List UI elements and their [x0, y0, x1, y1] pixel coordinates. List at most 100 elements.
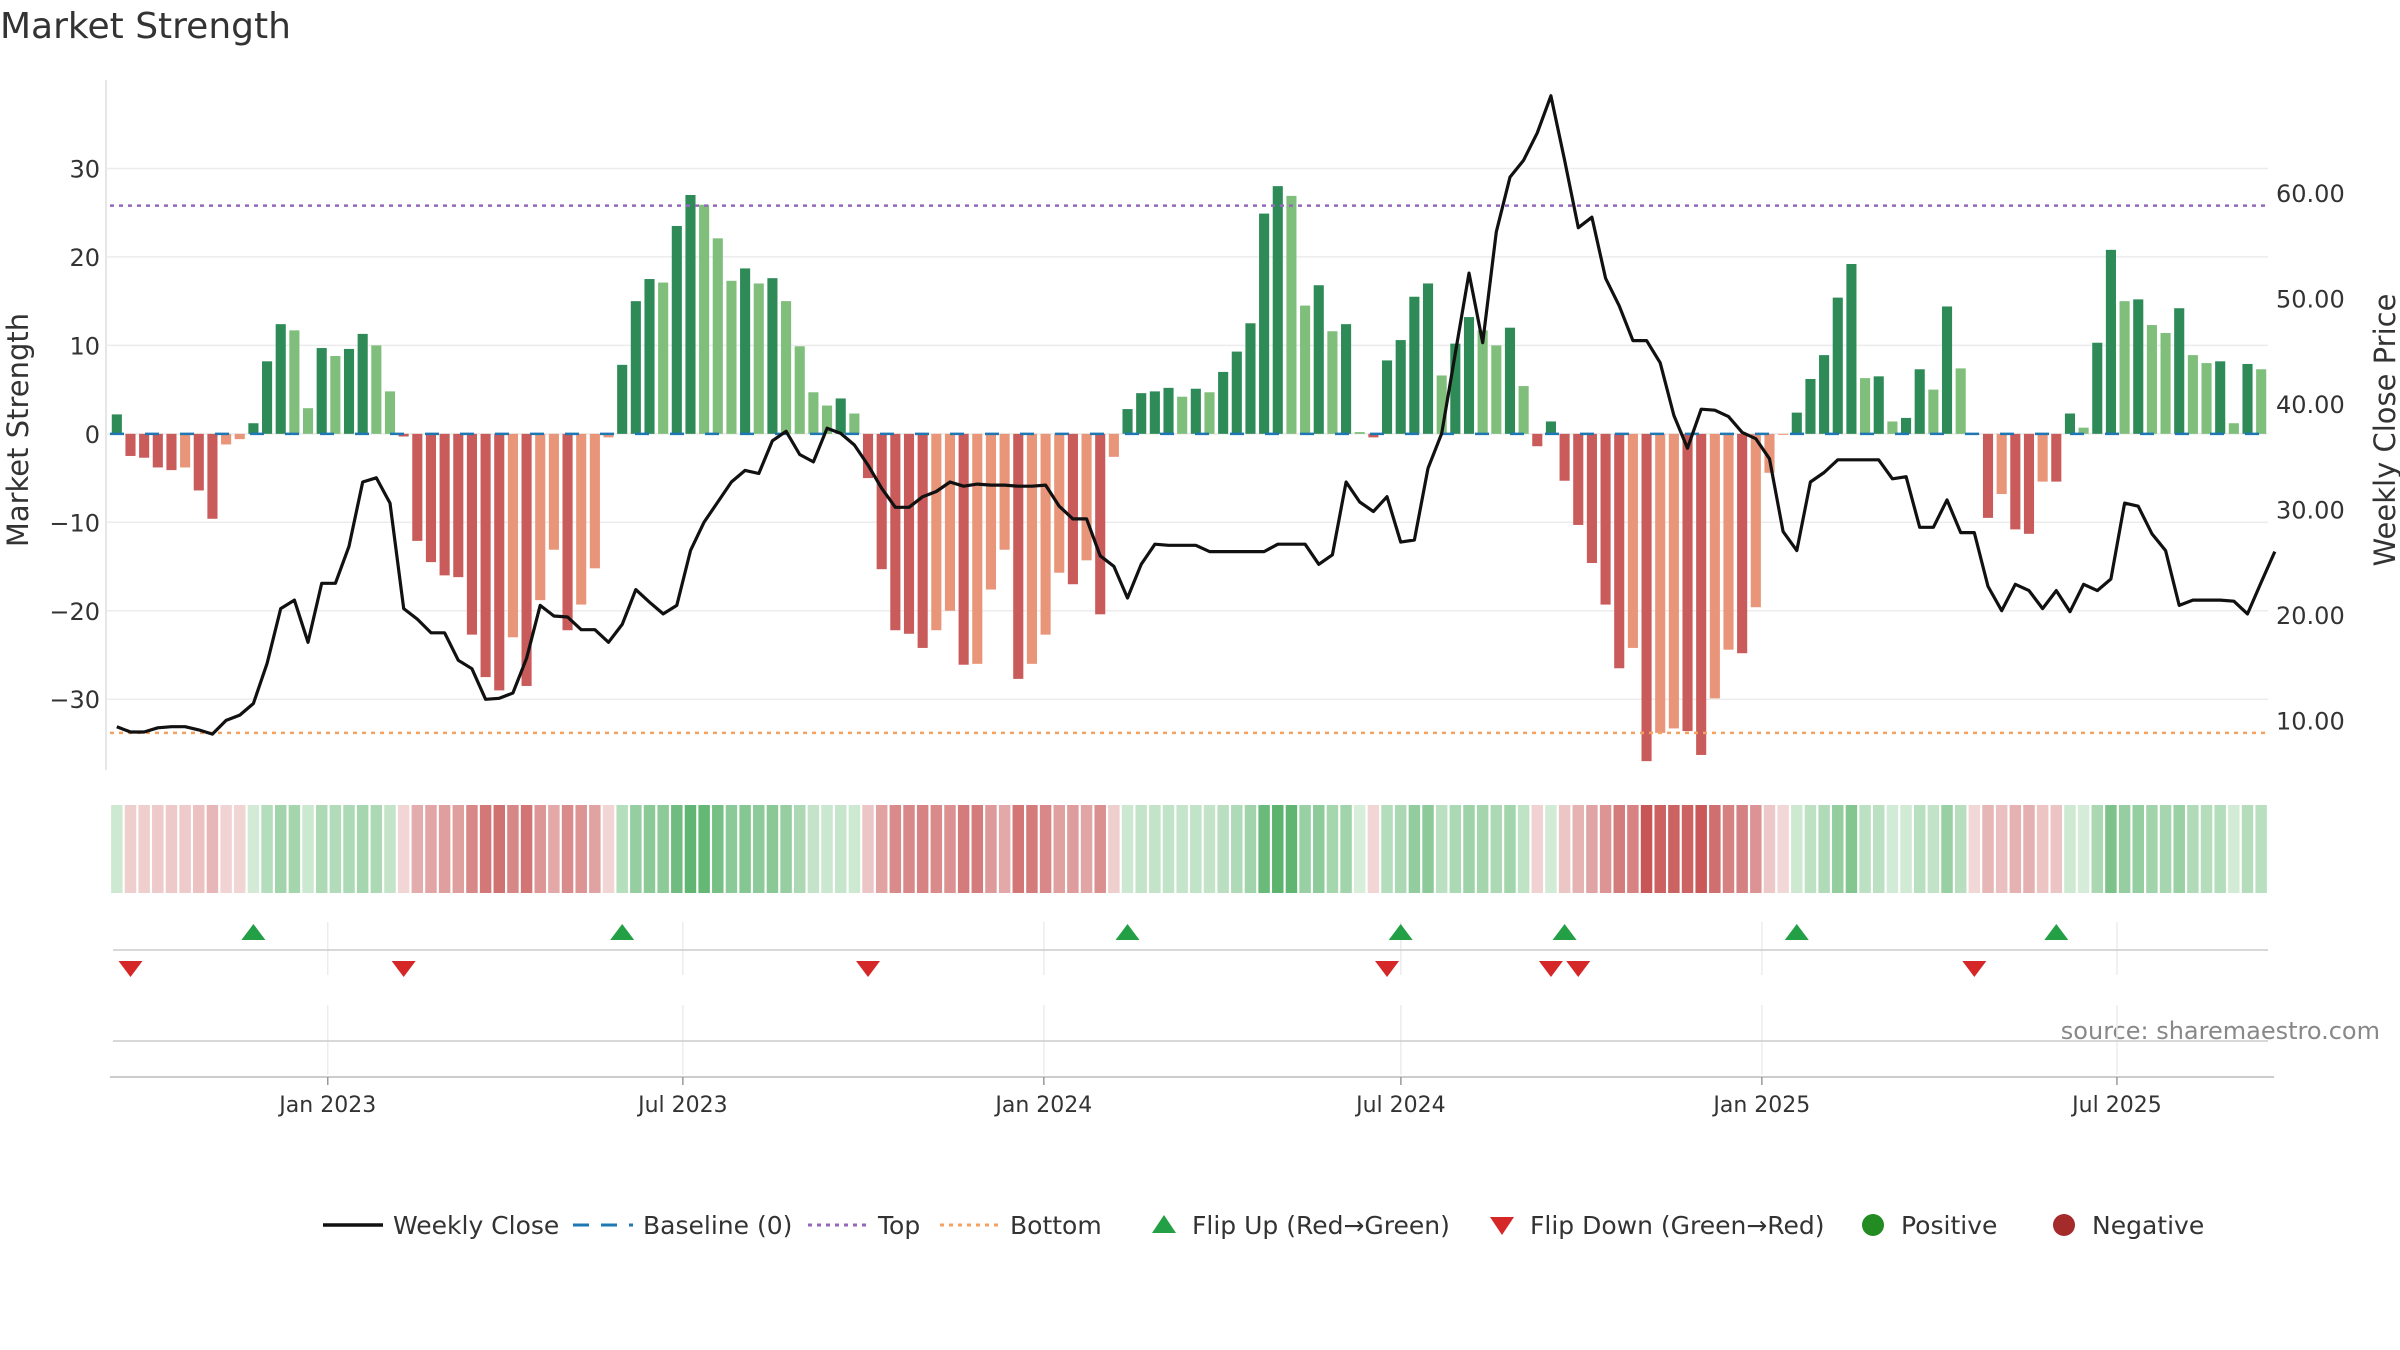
strip-cell	[1545, 805, 1557, 893]
strip-cell	[1176, 805, 1188, 893]
strip-cell	[589, 805, 601, 893]
strength-bar	[234, 433, 245, 440]
strip-cell	[1941, 805, 1953, 893]
strength-bar	[1272, 186, 1283, 434]
strip-cell	[1394, 805, 1407, 893]
strength-bar	[1887, 421, 1898, 434]
strip-cell	[2200, 805, 2213, 893]
flip-down-marker	[118, 961, 143, 977]
strength-bar	[1313, 285, 1324, 434]
strength-bar	[2242, 363, 2253, 434]
strip-cell	[1258, 805, 1270, 893]
strip-cell	[766, 805, 779, 893]
y2-tick-label: 30.00	[2276, 496, 2345, 524]
strip-cell	[657, 805, 669, 893]
strip-cell	[247, 805, 260, 893]
strength-bar	[507, 433, 518, 638]
strip-cell	[548, 805, 560, 893]
strip-cell	[1668, 805, 1680, 893]
flip-down-marker	[1538, 961, 1563, 977]
y2-axis-label: Weekly Close Price	[2368, 294, 2400, 567]
strip-cell	[998, 805, 1011, 893]
strength-bar	[999, 433, 1010, 550]
legend-label: Positive	[1901, 1211, 1997, 1240]
strength-bar	[125, 433, 136, 456]
strength-bar	[1354, 432, 1365, 434]
strength-bar	[1163, 387, 1174, 434]
strip-cell	[1709, 805, 1721, 893]
strip-cell	[1340, 805, 1352, 893]
strength-bar	[2174, 308, 2185, 434]
strength-bar	[207, 433, 218, 519]
strength-bar	[1955, 368, 1966, 434]
strength-bar	[890, 433, 901, 631]
strength-bar	[2051, 433, 2062, 482]
strength-bar	[248, 423, 259, 434]
strip-cell	[1531, 805, 1544, 893]
x-tick-label: Jan 2023	[277, 1093, 376, 1118]
strip-cell	[1913, 805, 1926, 893]
strip-cell	[1504, 805, 1516, 893]
strip-cell	[2050, 805, 2063, 893]
strip-cell	[1190, 805, 1202, 893]
strip-cell	[1053, 805, 1065, 893]
strength-bar	[794, 346, 805, 434]
y2-tick-label: 10.00	[2276, 707, 2345, 735]
strength-bar	[576, 433, 587, 605]
strength-bar	[1682, 433, 1693, 732]
strength-bar	[1436, 375, 1447, 434]
strength-bar	[1805, 379, 1816, 434]
strength-bar	[221, 433, 232, 445]
strength-bar	[439, 433, 450, 576]
y-tick-label: −30	[49, 686, 100, 714]
strip-cell	[616, 805, 628, 893]
strength-bar	[562, 433, 573, 631]
strength-bar	[1819, 355, 1830, 434]
strength-bar	[1259, 213, 1270, 434]
strength-bar	[1559, 433, 1570, 481]
strength-bar	[2010, 433, 2021, 530]
strip-cell	[1203, 805, 1216, 893]
strength-bar	[835, 398, 846, 434]
strip-cell	[507, 805, 519, 893]
strength-bar	[1108, 433, 1119, 457]
strip-cell	[671, 805, 683, 893]
strip-cell	[1763, 805, 1776, 893]
strip-cell	[821, 805, 833, 893]
strip-cell	[2132, 805, 2144, 893]
strip-cell	[302, 805, 314, 893]
strength-bar	[1368, 433, 1379, 438]
strip-cell	[1285, 805, 1298, 893]
strip-cell	[1094, 805, 1106, 893]
strip-cell	[438, 805, 451, 893]
strip-cell	[1244, 805, 1257, 893]
strip-cell	[985, 805, 997, 893]
strip-cell	[179, 805, 191, 893]
strength-bar	[289, 330, 300, 434]
strength-bar	[1545, 421, 1556, 434]
strength-bar	[535, 433, 546, 601]
strip-cell	[1995, 805, 2008, 893]
strip-cell	[807, 805, 820, 893]
strip-cell	[1845, 805, 1858, 893]
strip-cell	[930, 805, 943, 893]
strip-cell	[206, 805, 219, 893]
strength-bar	[466, 433, 477, 635]
strip-cell	[1039, 805, 1052, 893]
legend-item: Negative	[2053, 1211, 2204, 1240]
strip-cell	[329, 805, 342, 893]
legend-item: Weekly Close	[323, 1211, 559, 1240]
strip-cell	[1326, 805, 1339, 893]
strip-cell	[384, 805, 396, 893]
strip-cell	[2214, 805, 2226, 893]
strength-bar	[1409, 296, 1420, 434]
x-tick-label: Jul 2025	[2070, 1093, 2162, 1118]
strip-cell	[2023, 805, 2035, 893]
strip-cell	[220, 805, 232, 893]
weekly-close-line	[116, 94, 2277, 736]
strip-cell	[630, 805, 642, 893]
strength-bar	[589, 433, 600, 569]
strength-bar	[1764, 433, 1775, 473]
strip-cell	[780, 805, 792, 893]
strength-bar	[1723, 433, 1734, 650]
